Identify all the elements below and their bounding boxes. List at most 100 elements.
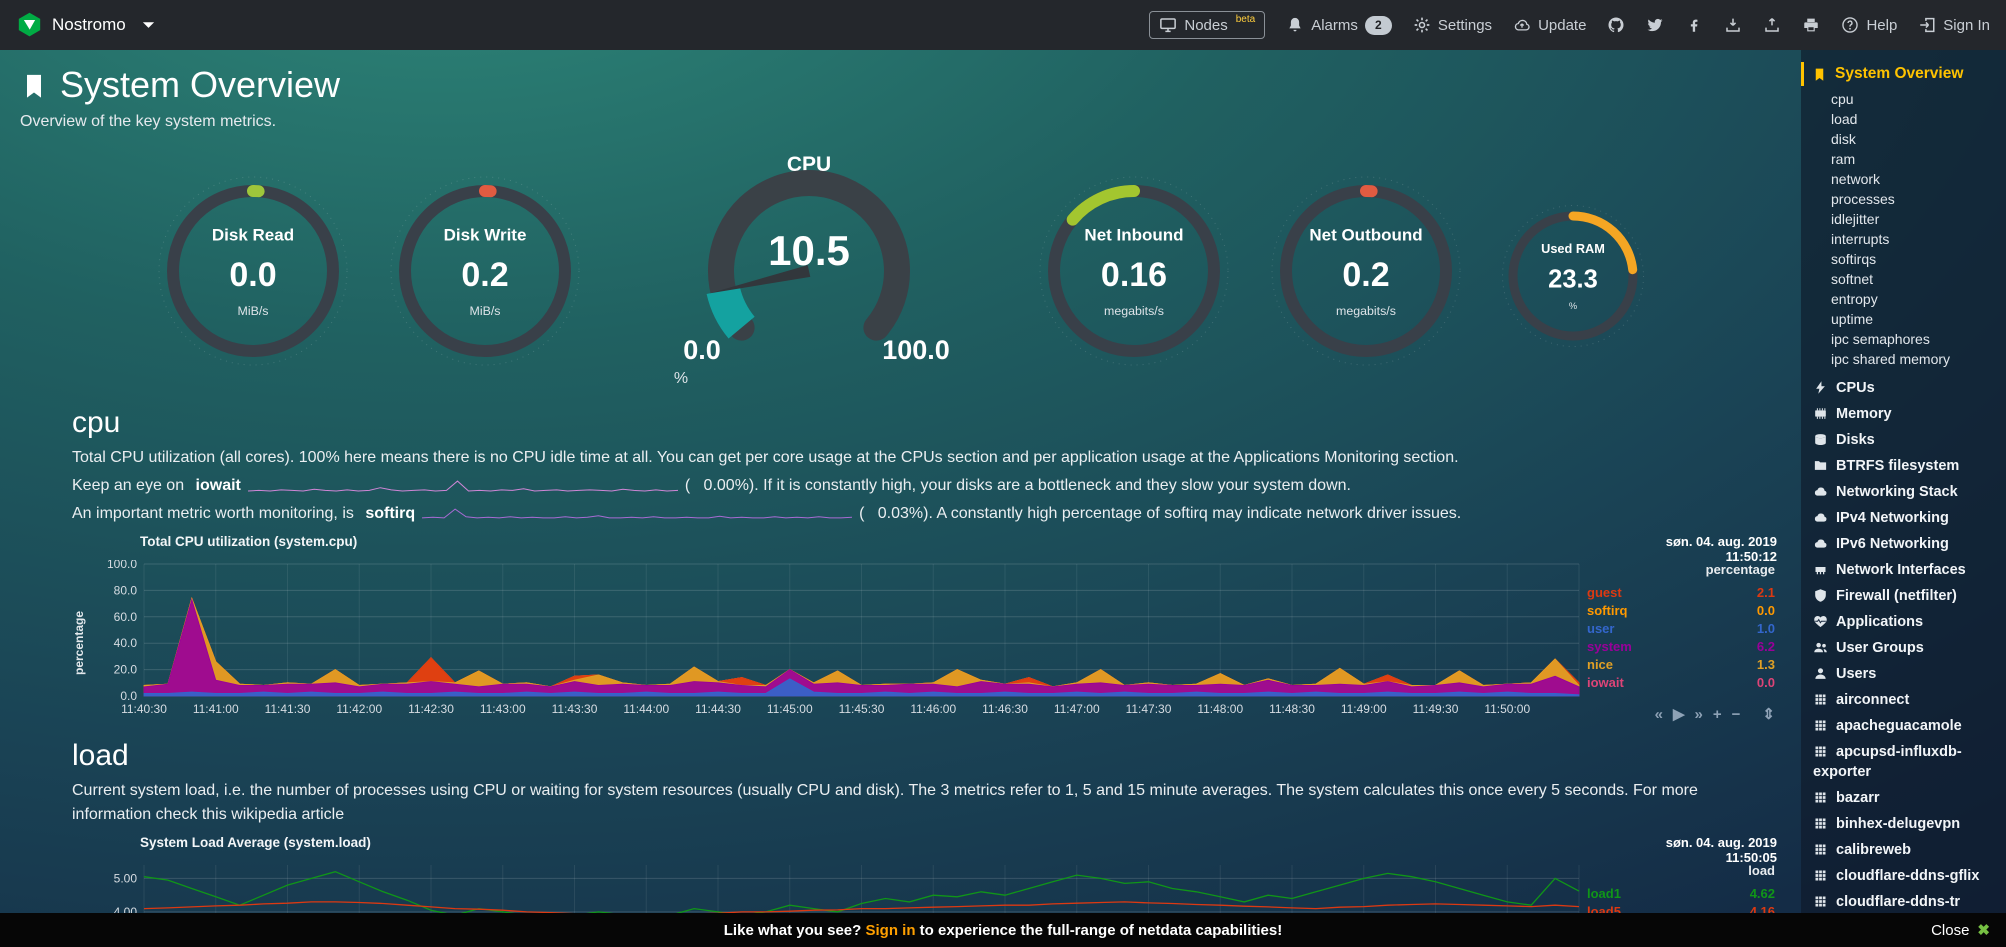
cpu-legend-item-iowait[interactable]: iowait 0.0 [1587,674,1775,692]
nav-alarms[interactable]: Alarms 2 [1286,15,1392,35]
cpu-legend-item-nice[interactable]: nice 1.3 [1587,656,1775,674]
sidebar-item-user-groups[interactable]: User Groups [1801,635,2000,661]
sidebar-subitem-entropy[interactable]: entropy [1831,291,1878,307]
svg-text:40.0: 40.0 [114,636,138,650]
banner-close-button[interactable]: Close ✖ [1931,921,1990,940]
cpu-legend-item-system[interactable]: system 6.2 [1587,638,1775,656]
cpu-toolbar-resize-button[interactable]: ⇕ [1762,706,1775,723]
grid-icon [1815,694,1826,705]
sidebar-item-bazarr-label: bazarr [1836,790,1880,806]
sidebar-item-calibreweb[interactable]: calibreweb [1801,837,2000,863]
nav-update[interactable]: Update [1513,16,1586,34]
page-subtitle: Overview of the key system metrics. [20,113,277,130]
nav-github[interactable] [1607,16,1625,34]
sidebar-item-firewall-netfilter[interactable]: Firewall (netfilter) [1801,583,2000,609]
load-legend-item-load1[interactable]: load1 4.62 [1587,885,1775,903]
gauge-used-ram[interactable]: Used RAM 23.3% [1498,201,1648,356]
wikipedia-link[interactable]: wikipedia article [231,806,345,823]
port-icon [1815,567,1826,575]
sidebar-item-memory-label: Memory [1836,406,1892,422]
sidebar-item-networking-stack[interactable]: Networking Stack [1801,479,2000,505]
sidebar-item-apcupsd-influxdb-exporter[interactable]: apcupsd-influxdb-exporter [1801,739,2000,785]
sidebar-item-system-overview[interactable]: System Overview [1801,62,2000,86]
cpu-legend-value-iowait: 0.0 [1756,675,1775,690]
sidebar-item-network-interfaces[interactable]: Network Interfaces [1801,557,2000,583]
sidebar-subitem-cpu[interactable]: cpu [1831,91,1854,107]
sidebar-item-binhex-delugevpn[interactable]: binhex-delugevpn [1801,811,2000,837]
nav-twitter[interactable] [1646,16,1664,34]
sidebar-subitem-load[interactable]: load [1831,111,1858,127]
svg-text:0.2: 0.2 [1342,256,1389,294]
gauge-net-outbound[interactable]: Net Outbound 0.2 megabits/s [1266,171,1466,376]
svg-text:11:43:30: 11:43:30 [552,702,598,716]
nav-nodes[interactable]: Nodes beta [1149,11,1266,39]
gauge-cpu[interactable]: CPU 10.5 0.0 100.0% [617,147,1002,392]
cpu-legend-value-softirq: 0.0 [1756,603,1775,618]
nav-import[interactable] [1724,16,1742,34]
sign-in-link[interactable]: Sign in [865,921,916,939]
node-selector[interactable]: Nostromo [16,11,162,40]
sidebar-item-cloudflare-ddns-tr-label: cloudflare-ddns-tr [1836,894,1961,910]
sidebar-subitem-softnet[interactable]: softnet [1831,271,1874,287]
sidebar-item-cloudflare-ddns-gflix[interactable]: cloudflare-ddns-gflix [1801,863,2000,889]
sidebar-subitem-processes[interactable]: processes [1831,191,1895,207]
netdata-logo-icon [16,11,43,40]
cpu-toolbar-zoom-out-button[interactable]: − [1731,705,1741,723]
sidebar-item-bazarr[interactable]: bazarr [1801,785,2000,811]
sidebar-item-applications[interactable]: Applications [1801,609,2000,635]
sidebar-item-btrfs-filesystem-label: BTRFS filesystem [1836,458,1960,474]
nav-help[interactable]: Help [1841,16,1897,34]
sidebar-item-cpus[interactable]: CPUs [1801,375,2000,401]
sidebar-item-apacheguacamole[interactable]: apacheguacamole [1801,713,2000,739]
sidebar-subitem-ipc-shared-memory[interactable]: ipc shared memory [1831,351,1951,367]
sidebar-subitem-ram[interactable]: ram [1831,151,1856,167]
cpu-toolbar-play-button[interactable]: ▶ [1673,706,1685,723]
cpu-plot-svg[interactable]: 0.0 20.0 40.0 60.0 80.0 100.0 11:40:30 11:41:00… [94,557,1583,720]
nav-settings[interactable]: Settings [1413,16,1492,34]
gauge-net-inbound[interactable]: Net Inbound 0.16 megabits/s [1034,171,1234,376]
nav-sign-in[interactable]: Sign In [1918,16,1990,34]
right-sidebar: System Overview cpu load disk ram network proc… [1801,50,2006,947]
sidebar-subitem-softirqs[interactable]: softirqs [1831,251,1877,267]
cpu-plot-area[interactable]: 0.0 20.0 40.0 60.0 80.0 100.0 11:40:30 11:41:00… [94,557,1583,725]
sidebar-subitem-uptime[interactable]: uptime [1831,311,1874,327]
iowait-sparkline[interactable] [247,478,678,493]
cpu-softirq-note: An important metric worth monitoring, is… [72,501,1777,526]
svg-text:0.0: 0.0 [120,689,137,703]
svg-text:11:45:30: 11:45:30 [839,702,885,716]
heartbeat-icon [1814,615,1827,628]
cpu-toolbar-zoom-in-button[interactable]: + [1712,705,1722,723]
cpu-legend-item-softirq[interactable]: softirq 0.0 [1587,602,1775,620]
sidebar-item-binhex-delugevpn-label: binhex-delugevpn [1836,816,1961,832]
gauge-disk-write[interactable]: Disk Write 0.2 MiB/s [385,171,585,376]
sidebar-item-ipv6-networking[interactable]: IPv6 Networking [1801,531,2000,557]
cpu-legend-item-user[interactable]: user 1.0 [1587,620,1775,638]
sidebar-item-cloudflare-ddns-tr[interactable]: cloudflare-ddns-tr [1801,889,2000,915]
sidebar-subitem-disk[interactable]: disk [1831,131,1856,147]
sidebar-item-ipv4-networking-label: IPv4 Networking [1836,510,1949,526]
cpu-legend-item-guest[interactable]: guest 2.1 [1587,584,1775,602]
sidebar-item-memory[interactable]: Memory [1801,401,2000,427]
softirq-sparkline[interactable] [422,506,853,521]
download-icon [1726,18,1741,32]
sidebar-subitem-interrupts[interactable]: interrupts [1831,231,1890,247]
cpu-legend-unit-header: percentage [1705,562,1775,577]
cpu-toolbar-pan-backward-button[interactable]: « [1654,705,1663,723]
svg-text:11:47:00: 11:47:00 [1054,702,1100,716]
sidebar-subitem-network[interactable]: network [1831,171,1881,187]
sidebar-item-disks[interactable]: Disks [1801,427,2000,453]
cpu-toolbar-pan-forward-button[interactable]: » [1694,705,1703,723]
sidebar-subitem-idlejitter[interactable]: idlejitter [1831,211,1880,227]
gauge-disk-read[interactable]: Disk Read 0.0 MiB/s [153,171,353,376]
nav-facebook[interactable] [1685,16,1703,34]
cpu-legend-value-guest: 2.1 [1756,585,1775,600]
nav-export[interactable] [1763,16,1781,34]
nav-print[interactable] [1802,16,1820,34]
cpu-legend-name-user: user [1587,621,1615,636]
sidebar-item-ipv4-networking[interactable]: IPv4 Networking [1801,505,2000,531]
cpu-legend-name-iowait: iowait [1587,675,1624,690]
sidebar-item-users[interactable]: Users [1801,661,2000,687]
sidebar-item-btrfs-filesystem[interactable]: BTRFS filesystem [1801,453,2000,479]
sidebar-subitem-ipc-semaphores[interactable]: ipc semaphores [1831,331,1930,347]
sidebar-item-airconnect[interactable]: airconnect [1801,687,2000,713]
